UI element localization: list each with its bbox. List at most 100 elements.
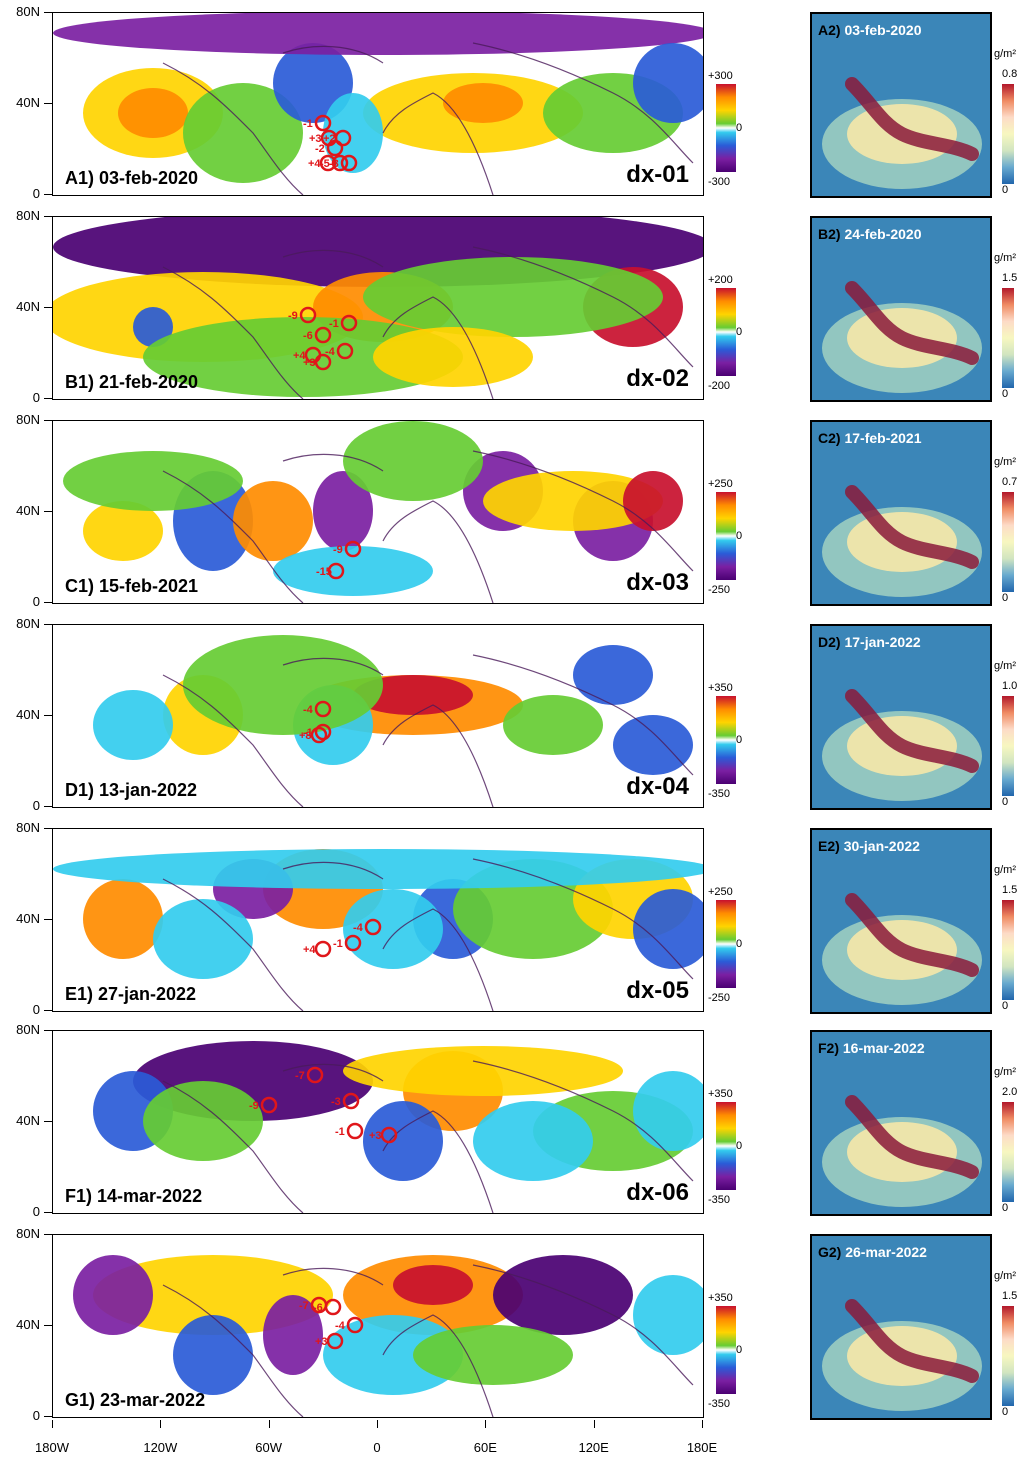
storm-marker-label: -1 <box>329 318 339 330</box>
panel-row-b: 80N 40N 0 -9 -1 -6 +4 +3 -4 B1) 21-feb-2020 dx-02 +… <box>0 208 1032 416</box>
storm-marker-label: -1 <box>335 1126 345 1138</box>
colorbar-tick-label: +250 <box>708 886 733 898</box>
panel-row-f: 80N 40N 0 -7 -9 -3 -1 +3 F1) 14-mar-2022 dx-06 +35… <box>0 1022 1032 1230</box>
contour-blob <box>343 889 443 969</box>
dust-load-panel: E2) 30-jan-2022 <box>810 828 992 1014</box>
storm-marker-label: -9 <box>288 310 298 322</box>
colorbar-tick-label: +200 <box>708 274 733 286</box>
y-tick-label: 80N <box>16 616 40 631</box>
dust-panel-date: 30-jan-2022 <box>843 838 920 854</box>
anomaly-colorbar <box>716 696 736 784</box>
y-tick-mark <box>44 624 52 625</box>
dust-map-canvas <box>822 77 982 189</box>
y-tick-mark <box>44 1325 52 1326</box>
colorbar-tick-label: +250 <box>708 478 733 490</box>
storm-marker-label: -4 <box>335 1320 346 1332</box>
dust-panel-letter: A2) <box>818 22 845 38</box>
dust-colorbar <box>1002 492 1014 592</box>
map-panel-label: B1) 21-feb-2020 <box>65 372 199 392</box>
coastline-outline <box>162 246 694 399</box>
contour-blob <box>343 421 483 501</box>
dust-load-panel: G2) 26-mar-2022 <box>810 1234 992 1420</box>
colorbar-tick-label: -200 <box>708 380 731 392</box>
colorbar-tick-label: 0 <box>736 734 743 746</box>
map-panel-label: A1) 03-feb-2020 <box>65 168 199 188</box>
dust-panel-label: G2) 26-mar-2022 <box>818 1244 927 1260</box>
dust-colorbar <box>1002 1102 1014 1202</box>
map-panel-label: E1) 27-jan-2022 <box>65 984 197 1004</box>
contour-blob <box>393 1265 473 1305</box>
storm-marker-ring <box>340 154 358 172</box>
panel-row-g: 80N 40N 0 -7 -6 -4 +3 G1) 23-mar-2022 +350 0 -350 G… <box>0 1226 1032 1434</box>
contour-blob <box>93 690 173 760</box>
anomaly-colorbar <box>716 1102 736 1190</box>
y-tick-mark <box>44 216 52 217</box>
storm-marker-label: -9 <box>333 544 343 556</box>
dust-plume-core <box>845 1299 979 1383</box>
anomaly-map-canvas: -4 +4 -1 <box>53 829 703 1011</box>
storm-marker-ring <box>346 1316 364 1334</box>
panel-row-e: 80N 40N 0 -4 +4 -1 E1) 27-jan-2022 dx-05 +250 0 -2… <box>0 820 1032 1028</box>
anomaly-map: -4 -1 +8 D1) 13-jan-2022 dx-04 <box>52 624 704 808</box>
contour-blob <box>273 546 433 596</box>
contour-blob <box>53 849 703 889</box>
y-tick-label: 80N <box>16 1022 40 1037</box>
storm-marker-ring <box>314 723 332 741</box>
y-tick-label: 0 <box>32 798 40 813</box>
contour-blob <box>233 481 313 561</box>
colorbar-tick-label: 0 <box>736 530 743 542</box>
contour-blob <box>273 43 353 123</box>
y-tick-label: 40N <box>16 707 40 722</box>
storm-marker-ring <box>340 314 358 332</box>
storm-marker-label: -4 <box>303 704 314 716</box>
storm-marker-ring <box>314 353 332 371</box>
storm-marker-ring <box>336 342 354 360</box>
dust-colorbar-tick: 1.5 <box>1002 272 1018 284</box>
dust-map-canvas <box>822 689 982 801</box>
case-id-label: dx-03 <box>626 569 689 596</box>
x-tick-mark <box>702 1420 703 1428</box>
contour-blob <box>633 43 703 123</box>
dust-panel-letter: E2) <box>818 838 844 854</box>
dust-plume-core <box>845 281 979 365</box>
x-tick-label: 120W <box>143 1440 178 1455</box>
storm-marker-ring <box>344 540 362 558</box>
contour-blob <box>633 889 703 969</box>
anomaly-map-canvas: -9 -1 -6 +4+3 -4 <box>53 217 703 399</box>
x-tick-label: 120E <box>578 1440 609 1455</box>
y-tick-mark <box>44 919 52 920</box>
dust-unit-label: g/m² <box>994 252 1016 264</box>
contour-blob <box>633 1071 703 1151</box>
storm-marker-label: -2 <box>315 143 325 155</box>
dust-colorbar-tick: 0 <box>1002 184 1009 196</box>
storm-marker-ring <box>331 154 349 172</box>
anomaly-map: -7 -9 -3 -1 +3 F1) 14-mar-2022 dx-06 <box>52 1030 704 1214</box>
dust-panel-date: 26-mar-2022 <box>845 1244 927 1260</box>
dust-panel-label: C2) 17-feb-2021 <box>818 430 922 446</box>
x-tick-label: 180W <box>35 1440 69 1455</box>
storm-marker-ring <box>342 1092 360 1110</box>
storm-marker-ring <box>314 114 332 132</box>
contour-blob <box>173 1315 253 1395</box>
contour-blob <box>313 471 373 551</box>
dust-unit-label: g/m² <box>994 48 1016 60</box>
contour-blob <box>413 1325 573 1385</box>
storm-marker-label: -4 <box>353 922 364 934</box>
dust-panel-date: 24-feb-2020 <box>844 226 922 242</box>
y-tick-mark <box>44 511 52 512</box>
dust-colorbar-tick: 0 <box>1002 388 1009 400</box>
y-tick-label: 80N <box>16 412 40 427</box>
x-tick-label: 180E <box>686 1440 718 1455</box>
anomaly-colorbar <box>716 900 736 988</box>
storm-marker-ring <box>364 918 382 936</box>
storm-marker-label: -6 <box>313 1302 323 1314</box>
dust-load-panel: A2) 03-feb-2020 <box>810 12 992 198</box>
storm-marker-ring <box>327 562 345 580</box>
y-tick-label: 80N <box>16 820 40 835</box>
y-tick-label: 40N <box>16 1113 40 1128</box>
storm-marker-label: +3 <box>315 1336 328 1348</box>
colorbar-tick-label: 0 <box>736 1344 743 1356</box>
storm-marker-label: -7 <box>295 1070 305 1082</box>
dust-plume-core <box>845 77 979 161</box>
storm-marker-label: -1 <box>303 118 313 130</box>
